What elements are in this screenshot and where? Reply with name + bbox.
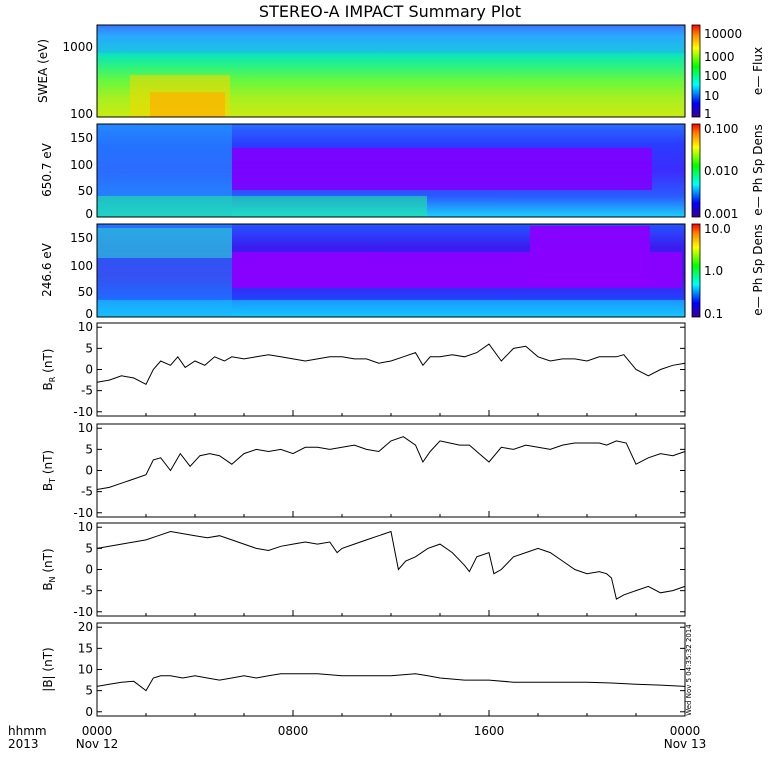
swea-peak	[150, 92, 225, 117]
field-ylabel-unit: (nT)	[41, 647, 55, 675]
x-tick-time: 0000	[82, 724, 113, 738]
colorbar-tick: 0.001	[704, 207, 738, 221]
x-axis-label-hhmm: hhmm	[8, 724, 47, 738]
field-ylabel-unit: (nT)	[41, 548, 55, 576]
ytick: 150	[70, 231, 93, 245]
field-ylabel: |B| (nT)	[41, 647, 55, 691]
pad-650-ylabel: 650.7 eV	[40, 142, 54, 197]
colorbar-tick: 1	[704, 107, 712, 121]
y-tick-label: 10	[78, 421, 93, 435]
y-tick-label: 10	[78, 663, 93, 677]
pad-246-colorbar-label: e— Ph Sp Dens	[751, 224, 765, 315]
swea-ytick: 100	[70, 107, 93, 121]
colorbar-tick: 0.100	[704, 122, 738, 136]
pad-650-colorbar-label: e— Ph Sp Dens	[751, 124, 765, 215]
x-tick-date: Nov 12	[76, 737, 119, 751]
field-panel-2: 10 5 0 -5 -10 BT (nT)	[41, 421, 686, 520]
swea-ytick: 1000	[62, 40, 93, 54]
field-ylabel-symbol: B	[41, 483, 55, 491]
y-tick-label: -5	[81, 485, 93, 499]
ytick: 50	[78, 285, 93, 299]
y-tick-label: 0	[85, 363, 93, 377]
y-tick-label: 15	[78, 641, 93, 655]
field-ylabel-subscript: N	[48, 576, 57, 582]
y-tick-label: -5	[81, 584, 93, 598]
y-tick-label: -5	[81, 384, 93, 398]
swea-ylabel: SWEA (eV)	[36, 39, 50, 103]
plot-title: STEREO-A IMPACT Summary Plot	[259, 2, 521, 21]
pad-246-ylabel: 246.6 eV	[40, 242, 54, 297]
generation-timestamp: Wed Nov 5 04:35:32 2014	[685, 624, 693, 716]
field-ylabel-unit: (nT)	[41, 450, 55, 478]
ytick: 0	[85, 207, 93, 221]
field-series-line	[96, 530, 686, 600]
colorbar-tick: 10000	[704, 27, 742, 41]
ytick: 100	[70, 259, 93, 273]
panel-frame	[96, 322, 686, 417]
field-ylabel: BT (nT)	[41, 450, 57, 491]
field-series-line	[96, 673, 686, 692]
pad-650-spectrogram-panel: 650.7 eV 150 100 50 0 0.100 0.010 0.001 …	[40, 122, 765, 221]
field-ylabel-symbol: |B|	[41, 675, 55, 691]
pad-650-strahl-band	[232, 148, 652, 190]
y-tick-label: -10	[73, 506, 93, 520]
y-tick-label: 20	[78, 620, 93, 634]
colorbar-tick: 10.0	[704, 222, 731, 236]
pad-650-colorbar	[691, 123, 701, 218]
y-tick-label: 0	[85, 563, 93, 577]
y-tick-label: 0	[85, 464, 93, 478]
x-tick-time: 0800	[278, 724, 309, 738]
swea-colorbar	[691, 24, 701, 118]
ytick: 50	[78, 184, 93, 198]
x-tick-time: 0000	[670, 724, 701, 738]
field-ylabel-unit: (nT)	[41, 349, 55, 377]
field-panel-4: 20 15 10 5 0 |B| (nT)	[41, 620, 686, 719]
colorbar-tick: 10	[704, 89, 719, 103]
panel-frame	[96, 423, 686, 518]
panel-frame	[96, 522, 686, 617]
y-tick-label: 5	[85, 442, 93, 456]
field-panel-1: 10 5 0 -5 -10 BR (nT)	[41, 320, 686, 419]
y-tick-label: -10	[73, 605, 93, 619]
colorbar-tick: 100	[704, 69, 727, 83]
ytick: 0	[85, 307, 93, 321]
y-tick-label: 10	[78, 520, 93, 534]
field-ylabel: BR (nT)	[41, 349, 57, 391]
field-ylabel-subscript: T	[48, 478, 57, 484]
swea-spectrogram-panel: SWEA (eV) 1000 100 10000 1000 100 10 1 e…	[36, 24, 765, 121]
pad-246-spectrogram-panel: 246.6 eV 150 100 50 0 10.0 1.0 0.1 e— Ph…	[40, 222, 765, 321]
pad-246-colorbar	[691, 223, 701, 318]
ytick: 100	[70, 158, 93, 172]
panel-frame	[96, 622, 686, 717]
y-tick-label: 0	[85, 705, 93, 719]
colorbar-tick: 1.0	[704, 264, 723, 278]
y-tick-label: -10	[73, 405, 93, 419]
x-tick-time: 1600	[474, 724, 505, 738]
y-tick-label: 5	[85, 341, 93, 355]
y-tick-label: 5	[85, 541, 93, 555]
swea-colorbar-label: e— Flux	[751, 47, 765, 95]
field-panel-3: 10 5 0 -5 -10 BN (nT)	[41, 520, 686, 619]
field-ylabel: BN (nT)	[41, 548, 57, 590]
field-series-line	[96, 343, 686, 385]
y-tick-label: 10	[78, 320, 93, 334]
ytick: 150	[70, 131, 93, 145]
colorbar-tick: 0.010	[704, 164, 738, 178]
field-ylabel-symbol: B	[41, 582, 55, 590]
field-series-line	[96, 436, 686, 490]
swea-high-energy-band	[97, 25, 685, 53]
y-tick-label: 5	[85, 684, 93, 698]
colorbar-tick: 1000	[704, 50, 735, 64]
x-tick-date: Nov 13	[664, 737, 707, 751]
x-axis-label-year: 2013	[8, 737, 39, 751]
colorbar-tick: 0.1	[704, 307, 723, 321]
field-ylabel-subscript: R	[48, 376, 57, 382]
field-ylabel-symbol: B	[41, 382, 55, 390]
